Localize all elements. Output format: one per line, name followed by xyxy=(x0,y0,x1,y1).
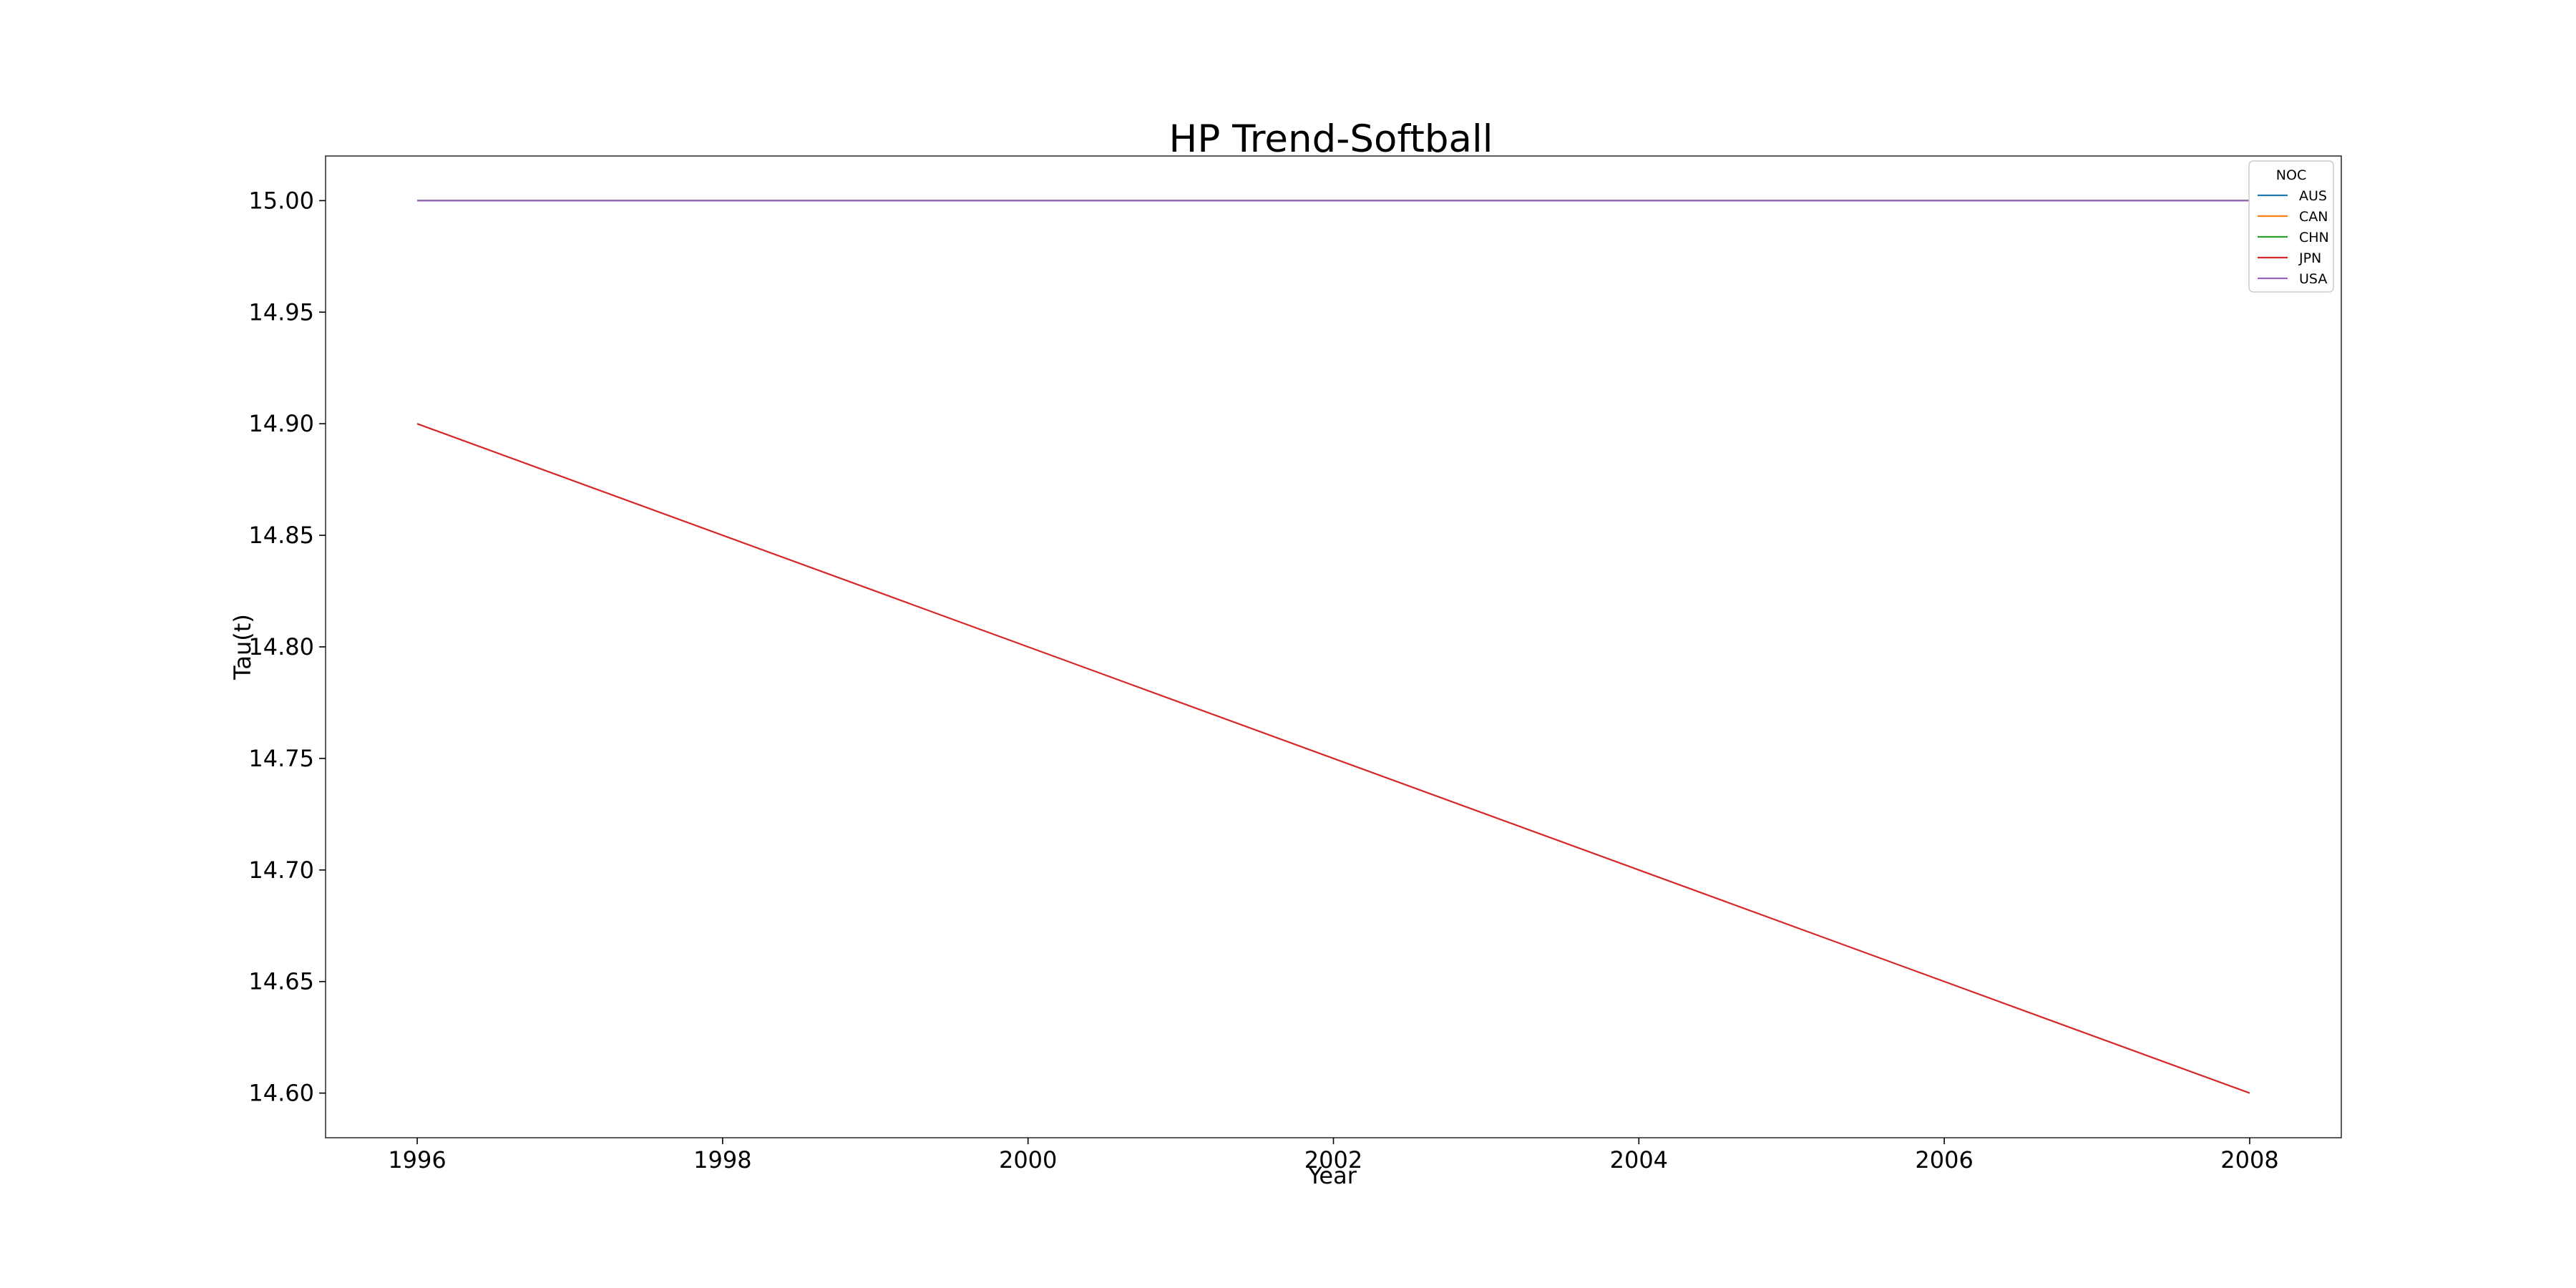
y-tick-label: 14.65 xyxy=(248,968,314,995)
legend-label-jpn: JPN xyxy=(2298,250,2321,266)
legend-label-can: CAN xyxy=(2299,209,2328,225)
legend-box xyxy=(2248,160,2334,293)
x-tick-label: 2006 xyxy=(1915,1146,1973,1174)
y-tick-label: 14.85 xyxy=(248,522,314,549)
y-tick-label: 15.00 xyxy=(248,187,314,214)
y-tick-label: 14.95 xyxy=(248,298,314,326)
legend-title: NOC xyxy=(2276,167,2306,183)
legend: NOC AUS CAN CHN JPN USA xyxy=(2248,160,2334,293)
y-axis: 14.60 14.65 14.70 14.75 14.80 14.85 14.90 14.95… xyxy=(248,187,326,1107)
y-tick-label: 14.75 xyxy=(248,745,314,772)
x-tick-label: 2002 xyxy=(1304,1146,1362,1174)
legend-label-chn: CHN xyxy=(2299,230,2329,245)
chart-title: HP Trend-Softball xyxy=(1169,117,1493,161)
legend-label-usa: USA xyxy=(2299,271,2327,287)
x-axis: 1996 1998 2000 2002 2004 2006 2008 xyxy=(388,1138,2279,1174)
x-tick-label: 1996 xyxy=(388,1146,446,1174)
series-lines xyxy=(416,200,2250,1094)
y-axis-title: Tau(t) xyxy=(229,614,256,680)
x-tick-label: 1998 xyxy=(693,1146,751,1174)
x-axis-title: Year xyxy=(1307,1162,1357,1189)
y-tick-label: 14.90 xyxy=(248,410,314,437)
legend-entries: AUS CAN CHN JPN USA xyxy=(2258,188,2329,287)
series-line-jpn xyxy=(416,423,2250,1094)
legend-label-aus: AUS xyxy=(2299,188,2327,204)
y-tick-label: 14.70 xyxy=(248,857,314,884)
x-tick-label: 2004 xyxy=(1610,1146,1668,1174)
x-tick-label: 2000 xyxy=(999,1146,1057,1174)
y-tick-label: 14.80 xyxy=(248,633,314,660)
x-tick-label: 2008 xyxy=(2220,1146,2278,1174)
y-tick-label: 14.60 xyxy=(248,1080,314,1107)
